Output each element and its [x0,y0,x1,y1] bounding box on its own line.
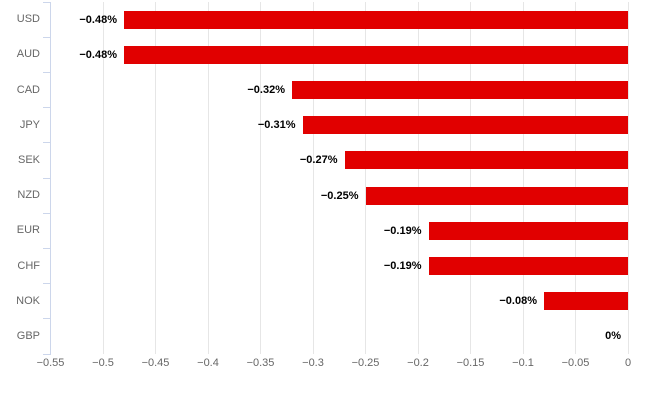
category-label-usd: USD [16,13,40,26]
x-tick-label: −0.4 [197,357,219,369]
x-tick-label: 0 [624,357,632,369]
bar-data-label-cad: −0.32% [247,84,285,96]
x-tick-label: −0.35 [246,357,275,369]
y-axis-tick [42,107,51,109]
bar-data-label-sek: −0.27% [299,154,338,167]
category-label-chf: CHF [17,259,40,272]
gridline [260,2,261,354]
y-axis-tick [42,353,51,355]
bar-chf [428,257,628,275]
y-axis-tick [42,247,51,249]
x-tick-label: −0.3 [302,357,324,369]
y-axis-tick [42,212,51,214]
x-tick-label: −0.5 [92,357,114,369]
category-label-nzd: NZD [17,189,40,202]
y-axis-tick [42,283,51,285]
gridline [575,2,576,354]
x-tick-label: −0.45 [141,357,170,369]
gridline [365,2,366,354]
x-tick-label: −0.25 [351,357,380,369]
bar-data-label-eur: −0.19% [383,224,422,237]
category-label-eur: EUR [16,224,40,237]
gridline [417,2,419,354]
x-tick-label: −0.2 [407,357,429,369]
y-axis-tick [42,142,51,144]
bar-data-label-usd: −0.48% [79,13,117,26]
x-tick-label: −0.55 [36,357,65,369]
y-axis-tick [42,71,51,73]
bar-cad [292,81,628,99]
x-tick-label: −0.15 [456,357,485,369]
bar-usd [124,10,628,29]
gridline [312,2,314,354]
bar-sek [344,151,628,170]
y-axis-tick [42,1,51,3]
x-tick-label: −0.05 [561,357,590,369]
gridline [627,2,629,354]
bar-nok [544,292,628,311]
bar-data-label-chf: −0.19% [383,260,422,272]
bar-data-label-nok: −0.08% [499,295,537,308]
category-label-aud: AUD [16,48,40,61]
bar-data-label-jpy: −0.31% [257,119,296,132]
gridline [522,2,524,354]
gridline [102,2,104,354]
gridline [207,2,209,354]
bar-jpy [302,116,628,135]
category-label-cad: CAD [16,83,40,96]
bar-data-label-gbp: 0% [605,330,621,343]
category-label-nok: NOK [16,294,40,307]
bar-data-label-nzd: −0.25% [320,189,359,202]
gridline [470,2,471,354]
x-tick-label: −0.1 [512,357,534,369]
gridline [155,2,156,354]
bar-data-label-aud: −0.48% [79,48,117,61]
y-axis-tick [42,318,51,320]
category-label-jpy: JPY [19,118,40,131]
y-axis-line [50,2,51,354]
y-axis-tick [42,177,51,179]
bar-eur [428,221,628,240]
bar-aud [124,45,628,64]
category-label-sek: SEK [17,153,40,166]
y-axis-tick [42,36,51,38]
category-label-gbp: GBP [16,329,40,342]
bar-nzd [365,186,628,205]
